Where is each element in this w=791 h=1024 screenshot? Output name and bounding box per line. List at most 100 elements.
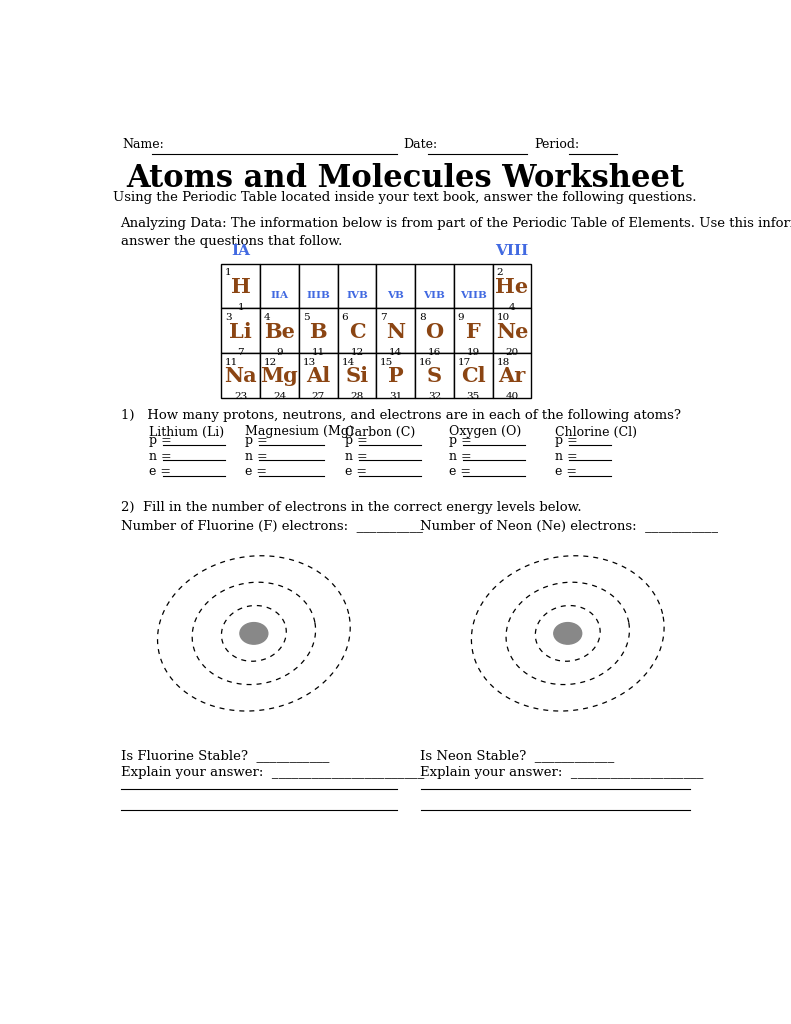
Text: 16: 16 bbox=[419, 357, 432, 367]
Bar bbox=[338, 308, 377, 353]
Text: 35: 35 bbox=[467, 392, 480, 401]
Text: 11: 11 bbox=[225, 357, 238, 367]
Bar bbox=[493, 353, 532, 397]
Text: 9: 9 bbox=[276, 348, 282, 356]
Text: 1)   How many protons, neutrons, and electrons are in each of the following atom: 1) How many protons, neutrons, and elect… bbox=[120, 409, 680, 422]
Text: 12: 12 bbox=[264, 357, 277, 367]
Text: e =: e = bbox=[149, 465, 171, 478]
Text: H: H bbox=[231, 276, 251, 297]
Text: IVB: IVB bbox=[346, 292, 368, 300]
Text: Cl: Cl bbox=[461, 367, 486, 386]
Text: 9: 9 bbox=[458, 313, 464, 323]
Text: 23: 23 bbox=[234, 392, 248, 401]
Bar bbox=[221, 353, 260, 397]
Text: p =: p = bbox=[449, 434, 472, 447]
Bar bbox=[415, 308, 454, 353]
Text: Period:: Period: bbox=[535, 137, 580, 151]
Text: 13: 13 bbox=[303, 357, 316, 367]
Bar bbox=[260, 353, 299, 397]
Text: Number of Fluorine (F) electrons:  __________: Number of Fluorine (F) electrons: ______… bbox=[120, 519, 422, 532]
Text: Using the Periodic Table located inside your text book, answer the following que: Using the Periodic Table located inside … bbox=[113, 191, 697, 204]
Text: Li: Li bbox=[229, 322, 252, 342]
Text: 15: 15 bbox=[380, 357, 393, 367]
Text: Al: Al bbox=[306, 367, 331, 386]
Text: 1: 1 bbox=[225, 268, 232, 278]
Text: 10: 10 bbox=[497, 313, 509, 323]
Bar bbox=[493, 308, 532, 353]
Ellipse shape bbox=[240, 623, 268, 644]
Bar bbox=[221, 264, 260, 308]
Text: F: F bbox=[466, 322, 481, 342]
Text: 5: 5 bbox=[303, 313, 309, 323]
Text: 2: 2 bbox=[497, 268, 503, 278]
Text: Lithium (Li): Lithium (Li) bbox=[149, 426, 225, 438]
Bar bbox=[377, 264, 415, 308]
Text: 6: 6 bbox=[342, 313, 348, 323]
Text: n =: n = bbox=[346, 450, 368, 463]
Text: p =: p = bbox=[346, 434, 368, 447]
Text: 8: 8 bbox=[419, 313, 426, 323]
Text: Si: Si bbox=[346, 367, 369, 386]
Text: Mg: Mg bbox=[260, 367, 298, 386]
Text: VIII: VIII bbox=[495, 245, 528, 258]
Bar bbox=[377, 353, 415, 397]
Text: Carbon (C): Carbon (C) bbox=[346, 426, 415, 438]
Bar bbox=[454, 264, 493, 308]
Text: 32: 32 bbox=[428, 392, 441, 401]
Text: Date:: Date: bbox=[403, 137, 437, 151]
Text: B: B bbox=[309, 322, 327, 342]
Bar bbox=[260, 264, 299, 308]
Bar bbox=[299, 264, 338, 308]
Text: 7: 7 bbox=[380, 313, 387, 323]
Text: 18: 18 bbox=[497, 357, 509, 367]
Bar bbox=[415, 353, 454, 397]
Text: 2)  Fill in the number of electrons in the correct energy levels below.: 2) Fill in the number of electrons in th… bbox=[120, 501, 581, 514]
Bar bbox=[221, 308, 260, 353]
Text: Ne: Ne bbox=[496, 322, 528, 342]
Text: 17: 17 bbox=[458, 357, 471, 367]
Text: n =: n = bbox=[554, 450, 577, 463]
Text: 4: 4 bbox=[264, 313, 271, 323]
Bar bbox=[454, 308, 493, 353]
Bar bbox=[299, 353, 338, 397]
Text: 16: 16 bbox=[428, 348, 441, 356]
Text: VB: VB bbox=[388, 292, 404, 300]
Text: 4: 4 bbox=[509, 303, 515, 312]
Text: IIIB: IIIB bbox=[306, 292, 330, 300]
Text: e =: e = bbox=[346, 465, 367, 478]
Text: p =: p = bbox=[554, 434, 577, 447]
Bar bbox=[415, 264, 454, 308]
Bar bbox=[454, 353, 493, 397]
Text: 20: 20 bbox=[505, 348, 519, 356]
Text: Magnesium (Mg): Magnesium (Mg) bbox=[244, 426, 354, 438]
Text: He: He bbox=[495, 276, 528, 297]
Text: 1: 1 bbox=[237, 303, 244, 312]
Text: p =: p = bbox=[244, 434, 267, 447]
Text: p =: p = bbox=[149, 434, 172, 447]
Ellipse shape bbox=[554, 623, 581, 644]
Text: Chlorine (Cl): Chlorine (Cl) bbox=[554, 426, 637, 438]
Text: O: O bbox=[426, 322, 444, 342]
Text: Is Fluorine Stable?  ___________: Is Fluorine Stable? ___________ bbox=[120, 749, 329, 762]
Text: Explain your answer:  _______________________: Explain your answer: ___________________… bbox=[120, 766, 424, 779]
Text: IIA: IIA bbox=[271, 292, 289, 300]
Bar bbox=[260, 308, 299, 353]
Text: 7: 7 bbox=[237, 348, 244, 356]
Text: 14: 14 bbox=[342, 357, 354, 367]
Text: 27: 27 bbox=[312, 392, 325, 401]
Text: Is Neon Stable?  ____________: Is Neon Stable? ____________ bbox=[421, 749, 615, 762]
Text: C: C bbox=[349, 322, 365, 342]
Text: 3: 3 bbox=[225, 313, 232, 323]
Text: e =: e = bbox=[554, 465, 577, 478]
Text: n =: n = bbox=[149, 450, 172, 463]
Text: e =: e = bbox=[244, 465, 267, 478]
Text: VIIB: VIIB bbox=[460, 292, 486, 300]
Text: Atoms and Molecules Worksheet: Atoms and Molecules Worksheet bbox=[126, 163, 684, 194]
Bar bbox=[338, 264, 377, 308]
Text: Be: Be bbox=[264, 322, 295, 342]
Bar bbox=[493, 264, 532, 308]
Text: Na: Na bbox=[225, 367, 257, 386]
Text: IA: IA bbox=[231, 245, 250, 258]
Text: 19: 19 bbox=[467, 348, 480, 356]
Text: 31: 31 bbox=[389, 392, 403, 401]
